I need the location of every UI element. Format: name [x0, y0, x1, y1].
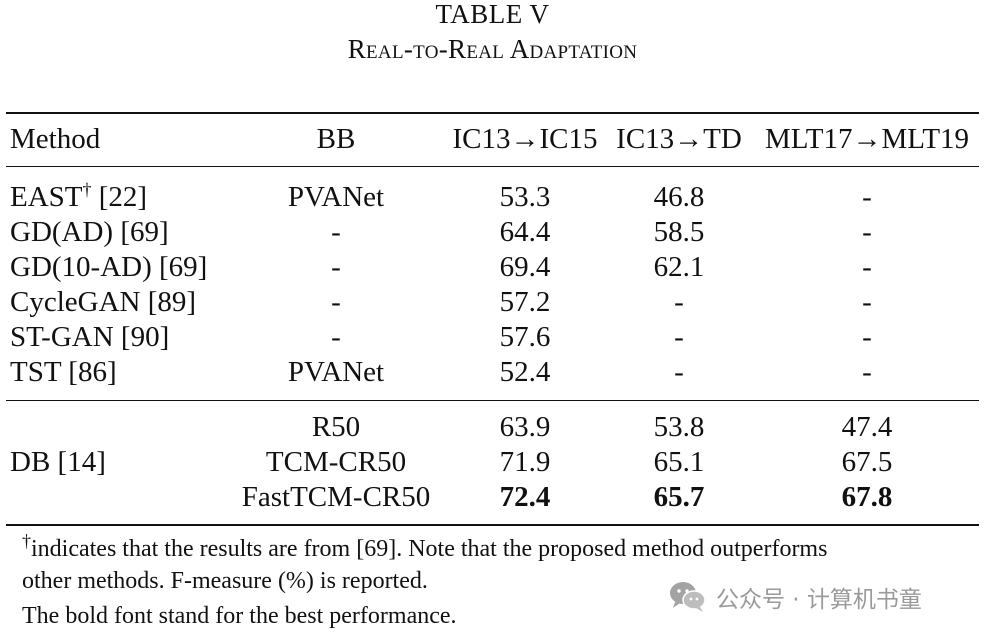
- table-cell-ic13-td: -: [674, 286, 684, 318]
- table-cell-ic13-td: 65.1: [653, 446, 705, 478]
- note-line-2: other methods. F-measure (%) is reported…: [22, 568, 428, 594]
- table-cell-mlt17-mlt19: -: [862, 356, 872, 388]
- table-cell-ic13-td: -: [674, 321, 684, 353]
- table-cell-mlt17-mlt19: -: [862, 216, 872, 248]
- watermark: 公众号 · 计算机书童: [668, 580, 922, 614]
- note-line-1: †indicates that the results are from [69…: [22, 531, 828, 565]
- note-text: indicates that the results are from [69]…: [31, 536, 828, 562]
- table-cell-method: TST [86]: [10, 356, 117, 388]
- table-cell-mlt17-mlt19: 47.4: [841, 411, 893, 443]
- dagger-mark: †: [82, 179, 92, 200]
- header-ic13-ic15: IC13→IC15: [452, 123, 598, 155]
- group-method: DB [14]: [10, 446, 106, 478]
- table-cell-bb: -: [331, 216, 341, 248]
- table-cell-ic13-ic15: 52.4: [499, 356, 551, 388]
- table-cell-ic13-ic15: 53.3: [499, 181, 551, 213]
- table-cell-ic13-td: 58.5: [653, 216, 705, 248]
- table-cell-mlt17-mlt19: 67.5: [841, 446, 893, 478]
- table-cell-ic13-ic15: 71.9: [499, 446, 551, 478]
- table-cell-mlt17-mlt19: -: [862, 286, 872, 318]
- table-label: TABLE V: [435, 0, 550, 29]
- bottom-rule: [6, 524, 979, 526]
- dagger-mark: †: [22, 531, 31, 551]
- table-cell-ic13-ic15: 69.4: [499, 251, 551, 283]
- header-method: Method: [10, 123, 101, 155]
- top-rule: [6, 112, 979, 114]
- method-ref: [22]: [91, 181, 148, 213]
- table-cell-bb: FastTCM-CR50: [241, 481, 431, 513]
- table-cell-ic13-td: 46.8: [653, 181, 705, 213]
- watermark-text: 公众号 · 计算机书童: [716, 587, 922, 613]
- table-row-method: EAST† [22]: [10, 180, 147, 214]
- note-line-3: The bold font stand for the best perform…: [22, 603, 457, 629]
- table-cell-ic13-ic15: 64.4: [499, 216, 551, 248]
- group-rule: [6, 400, 979, 401]
- table-cell-method: GD(AD) [69]: [10, 216, 169, 248]
- table-cell-mlt17-mlt19: -: [862, 251, 872, 283]
- table-cell-bb: -: [331, 286, 341, 318]
- table-cell-bb: -: [331, 251, 341, 283]
- header-rule: [6, 166, 979, 167]
- table-cell-ic13-ic15: 57.2: [499, 286, 551, 318]
- best-value-ic13-td: 65.7: [653, 481, 705, 513]
- header-ic13-td: IC13→TD: [616, 123, 742, 155]
- best-value-ic13-ic15: 72.4: [499, 481, 551, 513]
- table-cell-ic13-td: 53.8: [653, 411, 705, 443]
- header-mlt17-mlt19: MLT17→MLT19: [764, 123, 970, 155]
- method-name: EAST: [10, 181, 83, 213]
- table-cell-bb: TCM-CR50: [265, 446, 407, 478]
- table-cell-method: CycleGAN [89]: [10, 286, 197, 318]
- table-cell-ic13-td: -: [674, 356, 684, 388]
- table-cell-ic13-ic15: 57.6: [499, 321, 551, 353]
- table-cell-bb: R50: [311, 411, 361, 443]
- table-cell-ic13-td: 62.1: [653, 251, 705, 283]
- table-cell-mlt17-mlt19: -: [862, 321, 872, 353]
- best-value-mlt17-mlt19: 67.8: [841, 481, 893, 513]
- table-title: Real-to-Real Adaptation: [347, 34, 638, 64]
- table-cell-ic13-ic15: 63.9: [499, 411, 551, 443]
- wechat-icon: [668, 580, 708, 614]
- table-cell-bb: -: [331, 321, 341, 353]
- header-bb: BB: [316, 123, 356, 155]
- table-cell-method: ST-GAN [90]: [10, 321, 170, 353]
- table-cell-method: GD(10-AD) [69]: [10, 251, 208, 283]
- table-cell-mlt17-mlt19: -: [862, 181, 872, 213]
- table-cell-bb: PVANet: [287, 356, 385, 388]
- table-cell-bb: PVANet: [287, 181, 385, 213]
